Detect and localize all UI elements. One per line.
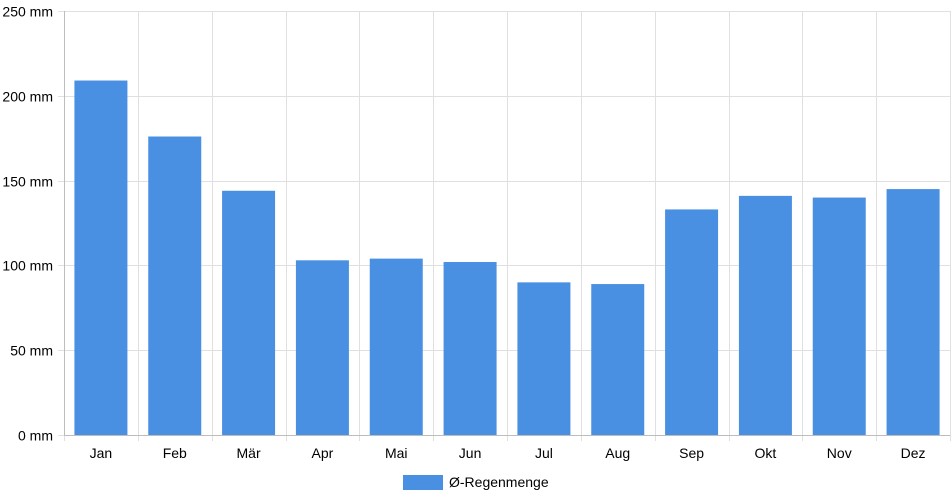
bar-Nov[interactable] [812, 197, 866, 435]
legend-swatch[interactable] [403, 475, 443, 490]
x-tick-label: Sep [679, 445, 704, 461]
legend-label[interactable]: Ø-Regenmenge [449, 474, 549, 490]
bar-Apr[interactable] [295, 260, 349, 435]
x-tick-label: Aug [605, 445, 630, 461]
x-tick-label: Jul [535, 445, 553, 461]
bar-Jun[interactable] [443, 262, 497, 435]
x-tick-label: Feb [163, 445, 187, 461]
x-tick-label: Jan [90, 445, 113, 461]
grid-layer [58, 11, 951, 441]
y-tick-label: 150 mm [2, 174, 53, 190]
y-tick-label: 100 mm [2, 258, 53, 274]
y-tick-label: 0 mm [18, 428, 53, 444]
x-tick-label: Apr [312, 445, 334, 461]
bar-Feb[interactable] [148, 136, 202, 435]
bar-Mär[interactable] [222, 190, 276, 435]
y-tick-label: 200 mm [2, 89, 53, 105]
x-tick-label: Okt [755, 445, 777, 461]
x-tick-label: Dez [901, 445, 926, 461]
bar-Dez[interactable] [886, 189, 940, 435]
y-tick-label: 250 mm [2, 4, 53, 20]
axis-layer: 0 mm 50 mm 100 mm 150 mm 200 mm 250 mm Jan Feb M… [2, 4, 950, 461]
x-tick-label: Mai [385, 445, 408, 461]
bar-Sep[interactable] [665, 209, 719, 435]
bar-Okt[interactable] [738, 195, 792, 435]
x-tick-label: Nov [827, 445, 852, 461]
bar-Aug[interactable] [591, 284, 645, 435]
bar-Jan[interactable] [74, 80, 128, 435]
legend[interactable]: Ø-Regenmenge [403, 474, 549, 490]
x-tick-label: Mär [237, 445, 261, 461]
bar-Mai[interactable] [369, 258, 423, 435]
bar-layer [74, 80, 940, 435]
bar-Jul[interactable] [517, 282, 571, 435]
y-tick-label: 50 mm [10, 343, 53, 359]
x-tick-label: Jun [459, 445, 482, 461]
